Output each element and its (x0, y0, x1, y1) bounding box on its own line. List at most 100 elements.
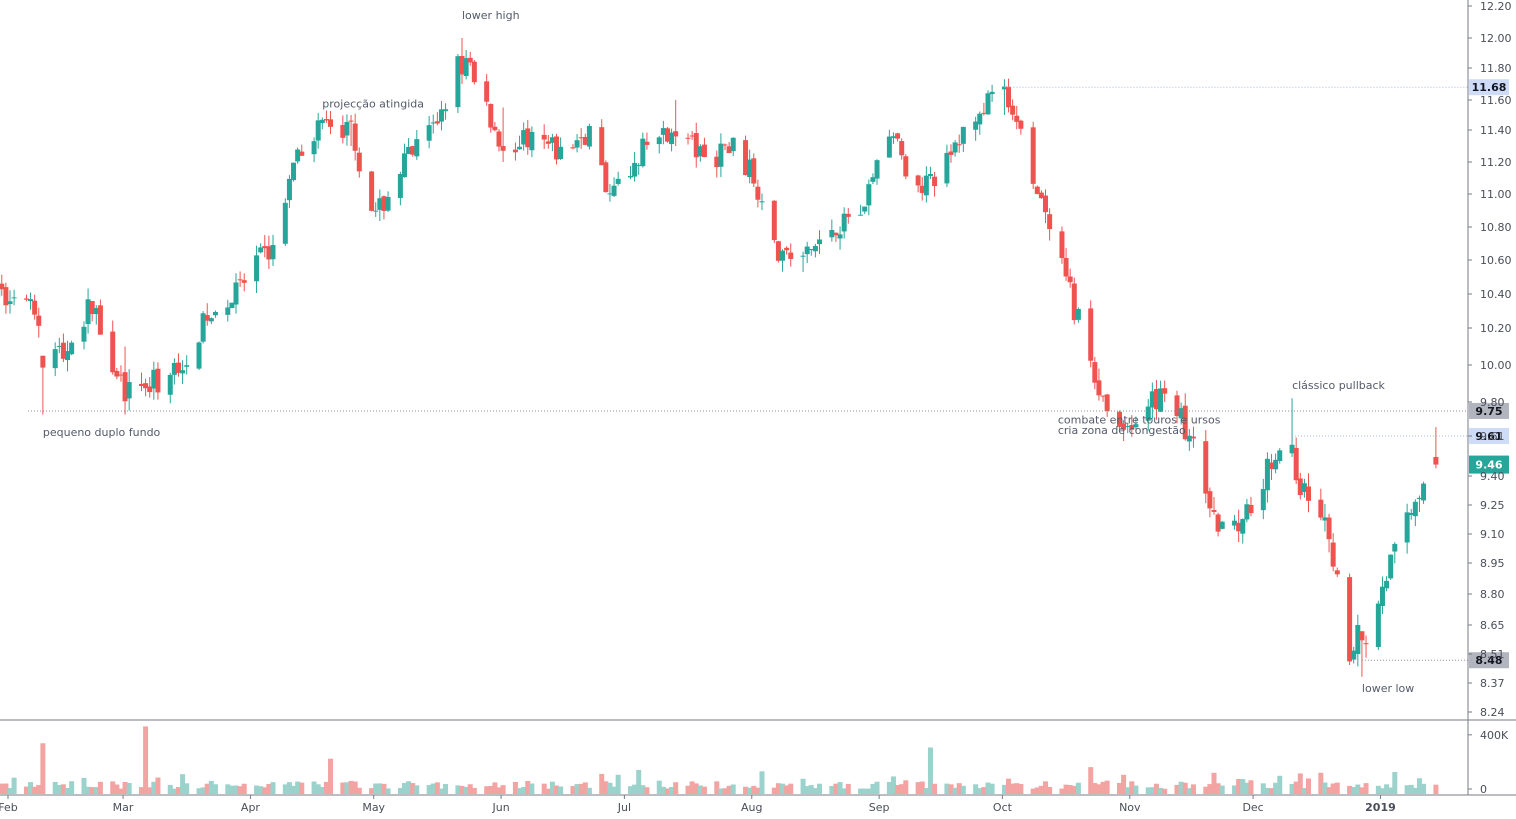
price-pane (0, 38, 1439, 677)
volume-bar (644, 787, 650, 794)
candle-body (956, 144, 962, 146)
volume-bar (11, 777, 17, 794)
volume-tick-label: 400K (1480, 729, 1509, 742)
candle-body (311, 141, 317, 155)
candle-body (874, 160, 880, 179)
time-tick-label: Feb (0, 801, 18, 814)
candle-body (1047, 214, 1053, 230)
candle-body (1412, 501, 1418, 517)
volume-bar (1121, 774, 1127, 794)
volume-bar (89, 787, 95, 794)
volume-bar (85, 786, 91, 794)
candle-body (1264, 458, 1270, 491)
candle-body (270, 245, 276, 260)
volume-bar (233, 785, 239, 794)
candle-body (1125, 426, 1131, 428)
volume-bar (356, 787, 362, 794)
candle-body (817, 239, 823, 245)
candle-body (718, 143, 724, 167)
volume-bar (1269, 788, 1275, 794)
candle-body (175, 362, 181, 373)
price-tick-label: 9.80 (1480, 396, 1505, 409)
candle-body (319, 119, 325, 124)
volume-bar (1375, 785, 1381, 794)
volume-bar (1133, 785, 1139, 794)
candle-body (1306, 486, 1312, 501)
volume-bar (956, 783, 962, 794)
candle-body (184, 365, 190, 367)
volume-bar (730, 784, 736, 794)
candle-body (919, 185, 925, 193)
volume-bar (541, 783, 547, 794)
volume-bar (65, 788, 71, 794)
candle-body (110, 331, 116, 373)
candle-body (430, 122, 436, 124)
candle-body (730, 137, 736, 152)
level-badge (1469, 652, 1509, 669)
volume-bar (1326, 787, 1332, 794)
candle-body (627, 176, 633, 178)
volume-bar (434, 782, 440, 794)
candle-body (1174, 395, 1180, 417)
candle-body (1359, 631, 1365, 641)
volume-bar (401, 782, 407, 794)
volume-bar (1363, 783, 1369, 794)
chart-annotation: pequeno duplo fundo (43, 426, 161, 439)
candle-body (829, 229, 835, 238)
candle-body (1219, 521, 1225, 529)
candle-body (467, 57, 473, 63)
candle-body (1153, 388, 1159, 410)
volume-bar (1104, 780, 1110, 794)
volume-bar (751, 785, 757, 794)
candle-body (3, 287, 9, 306)
volume-bar (81, 777, 87, 794)
time-tick-label: Jul (617, 801, 631, 814)
candle-body (500, 146, 506, 151)
volume-bar (1293, 781, 1299, 794)
candle-body (640, 138, 646, 167)
volume-bar (899, 784, 905, 794)
candle-body (775, 241, 781, 261)
candle-body (1375, 603, 1381, 647)
candle-body (1326, 517, 1332, 540)
volume-bar (722, 788, 728, 794)
volume-bar (315, 784, 321, 794)
candle-body (122, 372, 128, 402)
volume-bar (578, 783, 584, 794)
volume-bar (184, 783, 190, 794)
volume-bar (299, 782, 305, 794)
time-tick-label: Dec (1242, 801, 1263, 814)
volume-bar (1145, 787, 1151, 794)
candle-body (981, 112, 987, 114)
candle-body (225, 307, 231, 315)
volume-axis: 400K 0 (1468, 729, 1509, 796)
candle-body (689, 135, 695, 137)
volume-bar (582, 782, 588, 794)
candle-body (1215, 514, 1221, 532)
last-price-badge (1469, 455, 1509, 474)
candle-body (147, 386, 153, 393)
level-badge-label: 8.48 (1475, 654, 1502, 667)
candle-body (1014, 115, 1020, 122)
volume-bar (1359, 787, 1365, 794)
candle-body (229, 302, 235, 309)
volume-bar (381, 783, 387, 794)
candle-body (69, 342, 75, 355)
candle-body (455, 56, 461, 108)
volume-bar (291, 785, 297, 794)
candle-body (845, 213, 851, 217)
candle-body (1289, 444, 1295, 454)
volume-bar (1289, 783, 1295, 794)
last-price-label: 9.46 (1475, 459, 1502, 472)
candle-body (1096, 380, 1102, 396)
candle-body (1059, 231, 1065, 259)
candle-body (36, 315, 42, 326)
candle-body (52, 349, 58, 369)
candle-body (492, 126, 498, 131)
candle-body (1355, 625, 1361, 655)
volume-bar (512, 782, 518, 794)
volume-bar (0, 783, 5, 794)
candle-body (586, 126, 592, 147)
candle-body (837, 234, 843, 239)
volume-bar (919, 781, 925, 794)
